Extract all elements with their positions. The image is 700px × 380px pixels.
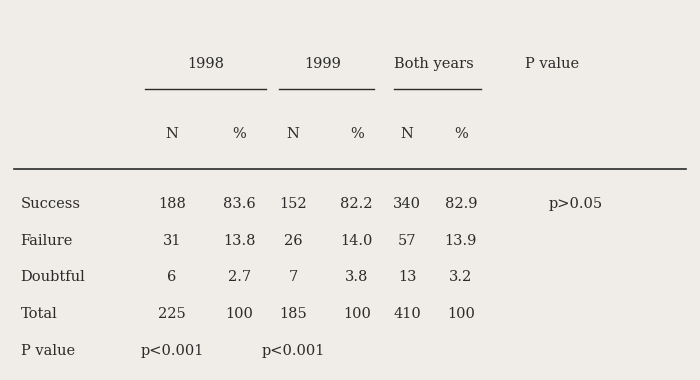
Text: 26: 26 [284,234,302,248]
Text: P value: P value [524,57,579,71]
Text: 340: 340 [393,197,421,211]
Text: Total: Total [21,307,57,321]
Text: 2.7: 2.7 [228,271,251,284]
Text: 82.9: 82.9 [444,197,477,211]
Text: 410: 410 [393,307,421,321]
Text: 100: 100 [225,307,253,321]
Text: %: % [232,127,246,141]
Text: N: N [165,127,178,141]
Text: 188: 188 [158,197,186,211]
Text: 13: 13 [398,271,416,284]
Text: 13.8: 13.8 [223,234,256,248]
Text: p<0.001: p<0.001 [140,344,204,358]
Text: 100: 100 [447,307,475,321]
Text: 31: 31 [162,234,181,248]
Text: 152: 152 [279,197,307,211]
Text: Doubtful: Doubtful [21,271,85,284]
Text: 100: 100 [343,307,371,321]
Text: 185: 185 [279,307,307,321]
Text: P value: P value [21,344,75,358]
Text: p>0.05: p>0.05 [548,197,603,211]
Text: 14.0: 14.0 [340,234,373,248]
Text: Success: Success [21,197,80,211]
Text: 6: 6 [167,271,176,284]
Text: 3.8: 3.8 [345,271,368,284]
Text: 57: 57 [398,234,416,248]
Text: 83.6: 83.6 [223,197,256,211]
Text: 7: 7 [288,271,298,284]
Text: %: % [454,127,468,141]
Text: N: N [400,127,414,141]
Text: %: % [350,127,363,141]
Text: Both years: Both years [394,57,474,71]
Text: 225: 225 [158,307,186,321]
Text: 1999: 1999 [304,57,342,71]
Text: p<0.001: p<0.001 [261,344,325,358]
Text: 13.9: 13.9 [444,234,477,248]
Text: Failure: Failure [21,234,73,248]
Text: 1998: 1998 [187,57,224,71]
Text: N: N [286,127,300,141]
Text: 3.2: 3.2 [449,271,473,284]
Text: 82.2: 82.2 [340,197,373,211]
